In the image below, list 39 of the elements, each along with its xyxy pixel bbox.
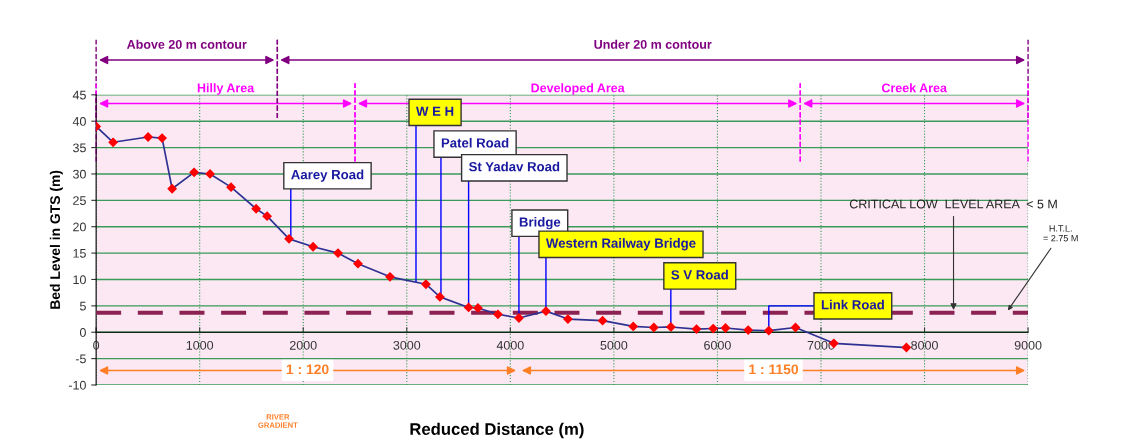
x-tick-label: 2000 [289,340,317,350]
annotation: H.T.L. = 2.75 M [1043,225,1078,242]
band-label: 1 : 120 [286,364,329,375]
band-label: 1 : 1150 [749,364,799,375]
annotation: Aarey Road [291,169,364,182]
y-tick-label: 0 [79,328,86,337]
annotation: Patel Road [441,137,509,148]
y-tick-label: -10 [68,380,86,390]
y-tick-label: -5 [75,354,86,364]
y-tick-label: 35 [72,143,86,153]
annotation: Western Railway Bridge [545,238,696,251]
y-tick-label: 20 [73,222,86,232]
x-tick-label: 9000 [1014,340,1042,350]
x-tick-label: 8000 [911,340,938,350]
y-tick-label: 10 [73,275,86,285]
y-tick-label: 30 [72,169,86,179]
y-tick-label: 45 [72,90,86,100]
x-tick-label: 4000 [496,340,524,350]
annotation: W E H [416,106,454,116]
band-label: Developed Area [531,83,625,95]
y-tick-label: 25 [73,196,86,205]
annotation: Bridge [519,216,561,230]
band-label: Above 20 m contour [126,39,247,49]
y-tick-label: 15 [73,249,86,258]
x-tick-label: 6000 [704,340,731,350]
annotation: Link Road [821,299,884,310]
band-label: Creek Area [881,83,948,93]
x-tick-label: 5000 [600,340,628,350]
band-label: Hilly Area [197,83,255,95]
annotation: St Yadav Road [468,161,560,172]
annotation: CRITICAL LOW LEVEL AREA < 5 M [849,199,1057,209]
x-axis-title: Reduced Distance (m) [410,422,584,439]
x-tick-label: 1000 [186,340,214,350]
annotation: S V Road [671,269,728,280]
y-axis-title: Bed Level in GTS (m) [49,170,63,309]
band-label: Under 20 m contour [594,39,712,49]
y-tick-label: 40 [72,117,86,126]
y-tick-label: 5 [79,301,86,311]
x-tick-label: 3000 [393,340,421,350]
